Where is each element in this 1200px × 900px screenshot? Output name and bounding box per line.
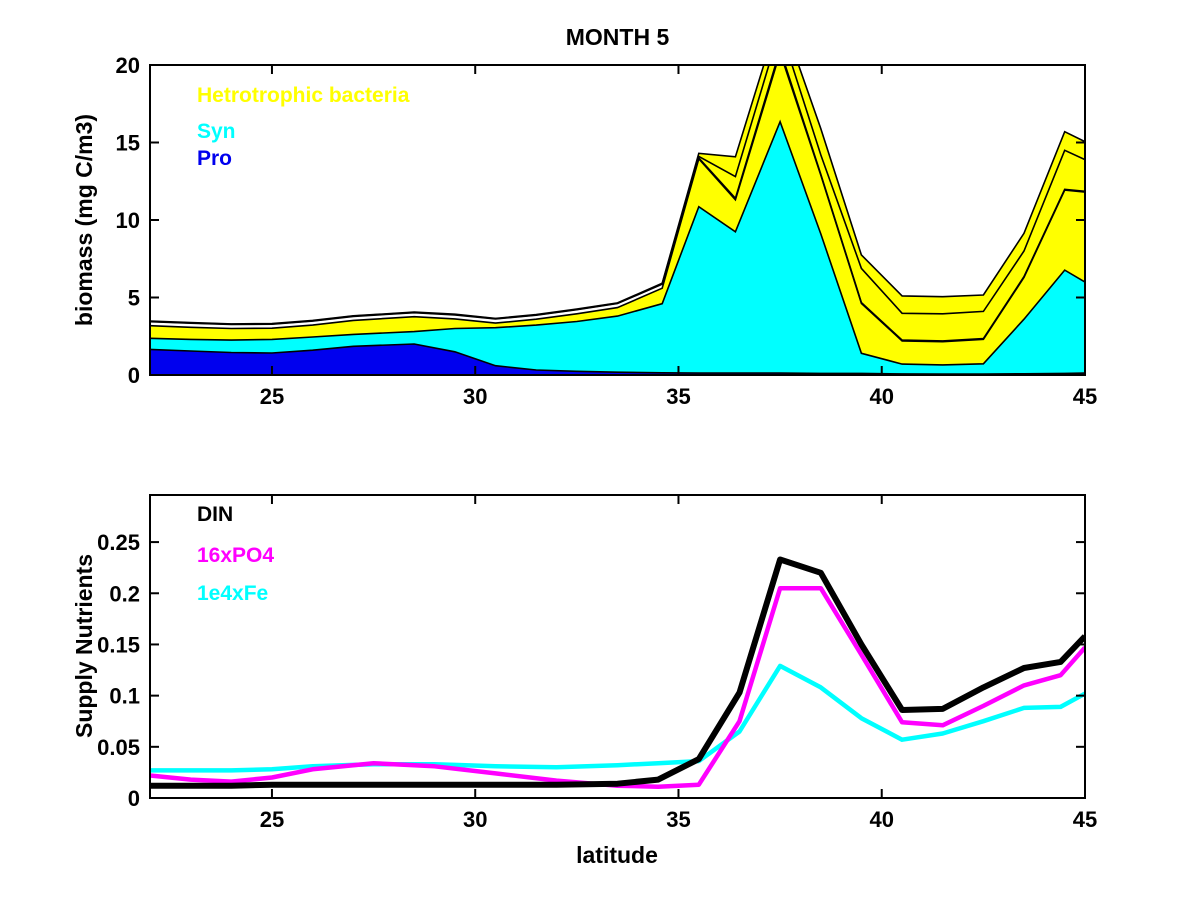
legend-item-din: DIN	[197, 503, 234, 526]
y-tick-label: 20	[116, 53, 140, 78]
y-axis-label-biomass: biomass (mg C/m3)	[71, 113, 97, 327]
x-tick-label: 40	[869, 807, 893, 832]
legend-item-fe: 1e4xFe	[197, 582, 269, 605]
y-tick-label: 0	[128, 363, 140, 388]
y-tick-label: 10	[116, 208, 140, 233]
area-boundary-upper-band-yellow-1	[150, 65, 1085, 326]
legend-item-pro: Pro	[197, 147, 233, 170]
y-tick-label: 0.25	[97, 530, 140, 555]
y-tick-label: 0.15	[97, 632, 140, 657]
legend-item-po4: 16xPO4	[197, 544, 275, 567]
x-tick-label: 45	[1073, 384, 1097, 409]
y-tick-label: 0	[128, 786, 140, 811]
area-layer-Hetrotrophic bacteria	[150, 65, 1085, 365]
area-layer-Pro	[150, 344, 1085, 375]
y-tick-label: 0.2	[109, 581, 140, 606]
legend-item-het-bacteria: Hetrotrophic bacteria	[197, 84, 410, 107]
chart-title: MONTH 5	[565, 24, 670, 50]
line-series-16xPO4	[150, 585, 1085, 789]
area-layer-upper-band-yellow-1	[150, 65, 1085, 341]
x-tick-label: 25	[260, 384, 284, 409]
y-tick-label: 0.05	[97, 735, 140, 760]
line-series-1e4xFe	[150, 663, 1085, 773]
x-axis-label-latitude: latitude	[576, 842, 658, 868]
area-boundary-Syn	[150, 119, 1085, 366]
y-tick-label: 15	[116, 131, 140, 156]
x-tick-label: 40	[869, 384, 893, 409]
area-layer-upper-band-yellow-2	[150, 65, 1085, 325]
legend-item-syn: Syn	[197, 120, 236, 143]
line-series-DIN	[150, 556, 1085, 789]
area-layer-Syn	[150, 121, 1085, 375]
y-tick-label: 0.1	[109, 684, 140, 709]
x-tick-label: 30	[463, 384, 487, 409]
x-tick-label: 30	[463, 807, 487, 832]
y-tick-label: 5	[128, 286, 140, 311]
y-axis-label-nutrients: Supply Nutrients	[71, 554, 97, 739]
x-tick-label: 35	[666, 384, 690, 409]
area-boundary-upper-band-yellow-2	[150, 65, 1085, 325]
x-tick-label: 45	[1073, 807, 1097, 832]
x-tick-label: 25	[260, 807, 284, 832]
axes-box	[149, 494, 1086, 799]
x-tick-label: 35	[666, 807, 690, 832]
